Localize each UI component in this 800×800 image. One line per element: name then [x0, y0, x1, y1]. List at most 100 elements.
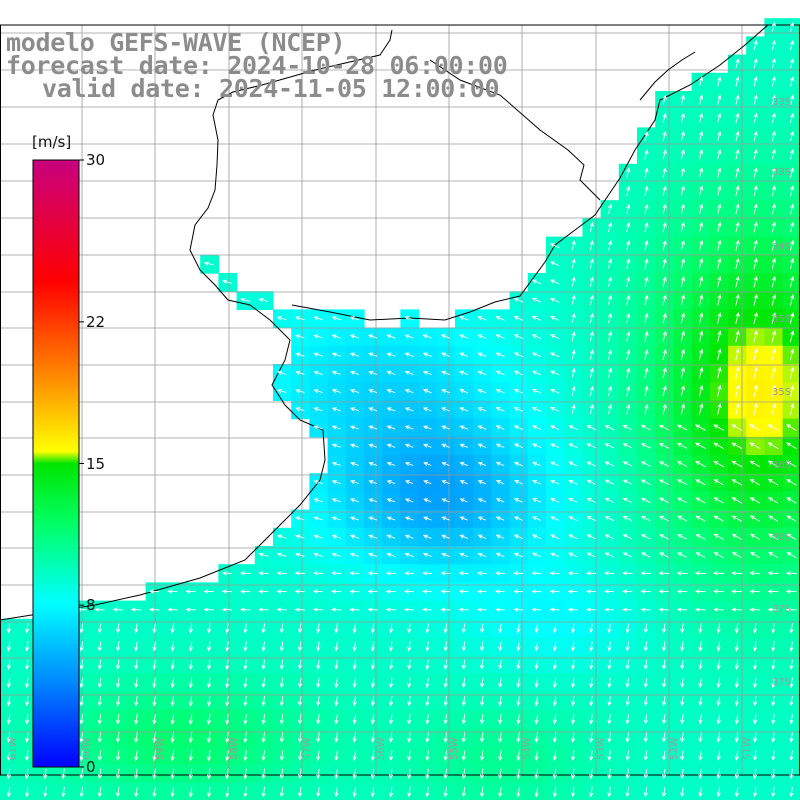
uruguay-coast-path — [291, 24, 769, 321]
wind-arrow — [753, 366, 758, 379]
wind-arrow — [443, 732, 448, 743]
wind-arrow — [423, 461, 432, 466]
wind-arrow — [626, 185, 631, 196]
wind-arrow — [607, 385, 613, 397]
wind-arrow — [607, 696, 612, 707]
wind-arrow — [495, 571, 505, 576]
wind-arrow — [243, 786, 248, 798]
wind-arrow — [716, 623, 721, 634]
wind-arrow — [6, 641, 12, 652]
wind-arrow — [550, 461, 560, 467]
wind-arrow — [115, 732, 121, 744]
wind-arrow — [516, 714, 521, 725]
wind-arrow — [789, 623, 794, 634]
wind-arrow — [461, 714, 466, 725]
wind-arrow — [459, 552, 469, 558]
wind-arrow — [385, 589, 396, 594]
wind-arrow — [625, 787, 630, 798]
wind-arrow — [589, 404, 594, 415]
wind-arrow — [531, 407, 542, 412]
wind-arrow — [607, 203, 613, 215]
wind-arrow — [152, 713, 157, 725]
wind-arrow — [550, 443, 560, 449]
wind-arrow — [698, 787, 703, 798]
wind-arrow — [676, 461, 688, 467]
wind-arrow — [513, 370, 523, 376]
wind-arrow — [461, 786, 466, 798]
wind-arrow — [735, 275, 740, 288]
wind-arrow — [785, 442, 797, 450]
wind-arrow — [294, 316, 305, 321]
wind-arrow — [607, 641, 612, 652]
wind-arrow — [640, 589, 651, 594]
wind-arrow — [716, 732, 721, 743]
wind-arrow — [568, 425, 578, 431]
wind-arrow — [717, 330, 722, 343]
wind-arrow — [498, 732, 503, 743]
wind-arrow — [749, 478, 761, 486]
wind-arrow — [731, 589, 743, 594]
lon-label: 56W — [376, 737, 387, 760]
wind-arrow — [771, 732, 776, 743]
wind-arrow — [735, 130, 740, 142]
wind-arrow — [731, 552, 742, 558]
wind-arrow — [589, 623, 594, 634]
wind-arrow — [677, 497, 688, 504]
wind-arrow — [188, 732, 193, 744]
wind-arrow — [643, 677, 649, 689]
wind-arrow — [6, 714, 11, 725]
wind-arrow — [115, 641, 121, 652]
wind-arrow — [461, 750, 466, 762]
wind-arrow — [167, 607, 178, 612]
wind-arrow — [352, 641, 357, 652]
wind-arrow — [571, 240, 576, 251]
wind-arrow — [261, 641, 266, 652]
wind-arrow — [625, 714, 630, 725]
wind-arrow — [513, 571, 524, 576]
wind-arrow — [789, 384, 795, 397]
wind-arrow — [94, 607, 105, 612]
wind-arrow — [644, 367, 649, 379]
wind-arrow — [279, 695, 284, 707]
wind-arrow — [658, 461, 670, 467]
wind-arrow — [206, 695, 212, 707]
wind-arrow — [644, 239, 649, 251]
wind-arrow — [767, 424, 779, 431]
wind-arrow — [313, 552, 323, 557]
wind-arrow — [570, 695, 576, 707]
lon-label: 58W — [229, 737, 240, 760]
wind-arrow — [388, 768, 394, 780]
wind-arrow — [134, 750, 139, 762]
lat-label: 36S — [772, 460, 791, 471]
wind-arrow — [589, 331, 594, 342]
wind-arrow — [713, 424, 725, 431]
wind-arrow — [349, 571, 360, 576]
wind-arrow — [771, 623, 776, 634]
field-cell — [782, 436, 800, 456]
wind-arrow — [695, 515, 706, 522]
wind-arrow — [243, 695, 248, 707]
wind-arrow — [767, 478, 779, 486]
wind-arrow — [225, 659, 230, 671]
wind-arrow — [789, 677, 794, 689]
wind-arrow — [552, 659, 558, 670]
wind-arrow — [680, 312, 686, 324]
wind-arrow — [459, 316, 469, 321]
wind-arrow — [206, 768, 212, 780]
wind-arrow — [789, 330, 795, 343]
wind-arrow — [680, 623, 685, 634]
wind-arrow — [352, 750, 357, 762]
wind-arrow — [735, 366, 740, 379]
wind-arrow — [532, 461, 541, 467]
wind-arrow — [313, 425, 323, 430]
wind-arrow — [386, 461, 396, 466]
wind-arrow — [604, 534, 615, 540]
wind-arrow — [423, 498, 432, 503]
wind-arrow — [349, 389, 360, 394]
wind-arrow — [115, 677, 121, 689]
wind-arrow — [388, 659, 394, 670]
wind-arrow — [771, 257, 777, 270]
wind-arrow — [261, 786, 266, 798]
wind-arrow — [785, 589, 797, 594]
wind-arrow — [495, 552, 505, 558]
